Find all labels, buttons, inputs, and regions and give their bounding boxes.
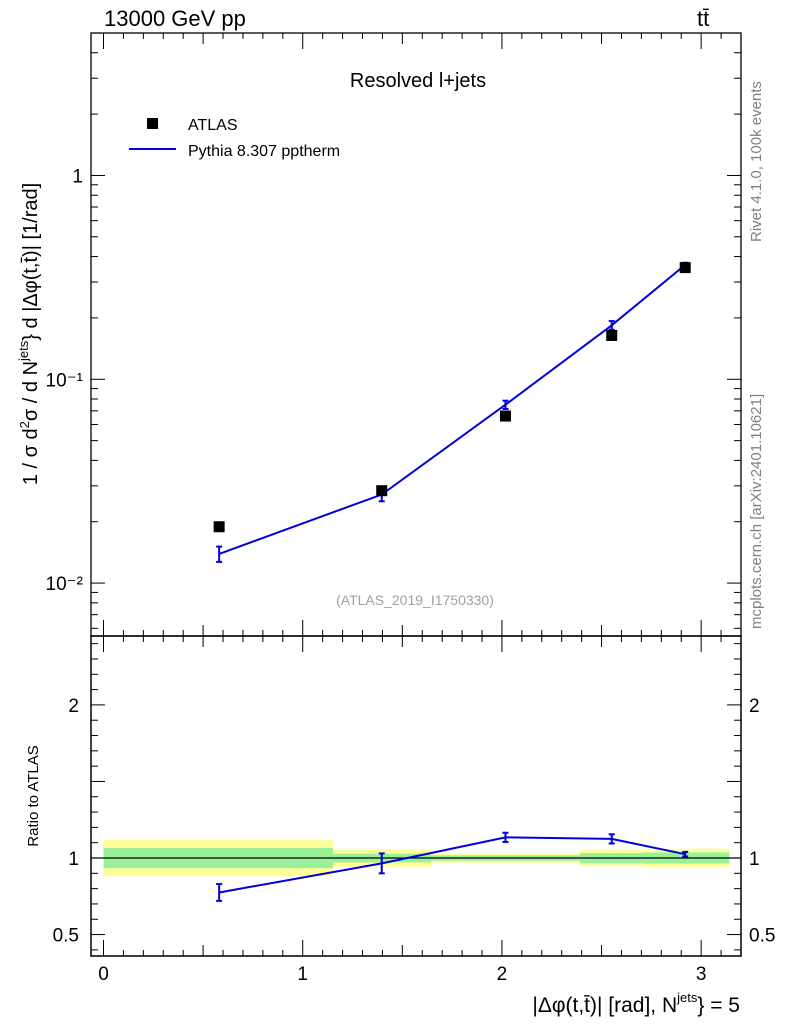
ratio-y-tick-label-left: 2 [68,696,79,717]
rivet-label: Rivet 4.1.0, 100k events [748,81,765,242]
ratio-y-ticks: 0.5 0.5 1 1 2 2 [53,643,775,951]
x-axis-title: |Δφ(t,t̄)| [rad], Njets} = 5 [532,990,740,1017]
ratio-y-tick-label-left: 1 [68,849,79,870]
atlas-data-point [499,410,511,422]
legend: ATLAS Pythia 8.307 pptherm [129,117,340,160]
ratio-series [216,831,689,902]
main-y-tick-label: 1 [72,166,83,187]
analysis-label: (ATLAS_2019_I1750330) [336,592,494,608]
ratio-y-tick-label-right: 0.5 [749,926,775,947]
x-tick-label: 1 [297,964,308,985]
main-y-tick-label: 10⁻¹ [46,370,84,391]
main-x-ticks [103,33,742,636]
ratio-y-tick-label-right: 2 [749,696,760,717]
atlas-data-point [376,485,388,497]
main-y-axis-title: 1 / σ d2σ / d Njets} d |Δφ(t,t̄)| [1/rad… [16,183,42,485]
main-y-tick-label: 10⁻² [46,574,84,595]
ratio-frame-top [90,635,742,957]
legend-pythia-label: Pythia 8.307 pptherm [188,143,340,160]
x-tick-label: 0 [98,964,109,985]
atlas-data-point [213,521,225,533]
ratio-panel: 0.5 0.5 1 1 2 2 0 1 2 3 Ratio to ATLAS |Δφ(t,t̄)… [25,635,775,1017]
ratio-y-tick-label-right: 1 [749,849,760,870]
legend-atlas-marker [147,118,158,129]
ratio-y-axis-title: Ratio to ATLAS [25,745,42,846]
legend-atlas-label: ATLAS [188,117,238,134]
source-label: mcplots.cern.ch [arXiv:2401.10621] [748,394,765,629]
pythia-line [218,264,686,555]
x-tick-label: 3 [696,964,707,985]
ratio-y-tick-label-left: 0.5 [53,926,79,947]
atlas-data-point [606,329,618,341]
process-label: tt̄ [697,6,710,31]
ratio-x-ticks: 0 1 2 3 [98,636,742,985]
main-series [213,261,691,563]
atlas-data-point [679,262,691,274]
ratio-frame [90,635,742,957]
main-panel-title: Resolved l+jets [350,70,486,92]
main-panel: 10⁻² 10⁻¹ 1 Resolved l+jets (ATLAS_2019_I1… [16,32,742,637]
x-tick-label: 2 [497,964,508,985]
energy-label: 13000 GeV pp [104,6,246,31]
main-y-ticks: 10⁻² 10⁻¹ 1 [46,32,741,629]
